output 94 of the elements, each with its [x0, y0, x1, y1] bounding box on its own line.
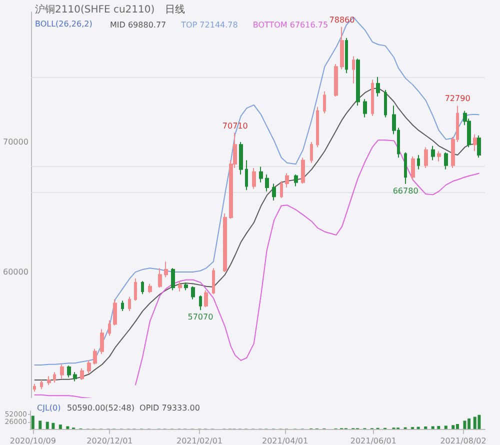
candlestick	[285, 172, 289, 188]
candlestick	[40, 379, 43, 390]
candlestick	[171, 268, 175, 291]
bar	[52, 422, 55, 429]
candlestick	[265, 174, 269, 192]
candlestick	[47, 376, 51, 386]
bar	[31, 416, 34, 429]
line-series	[34, 88, 476, 380]
candlestick	[100, 328, 104, 354]
candlestick	[363, 98, 367, 118]
bar	[452, 425, 455, 429]
candlestick	[108, 320, 111, 336]
candlestick	[252, 168, 256, 190]
x-tick-label: 2021/02/01	[176, 436, 223, 445]
candlestick	[272, 183, 276, 202]
candlestick	[259, 166, 263, 183]
bar	[456, 424, 459, 429]
candlestick	[345, 38, 348, 74]
candlestick	[53, 372, 56, 384]
candlestick	[199, 294, 202, 311]
text: BOTTOM 67616.75	[252, 20, 328, 30]
candlestick	[178, 280, 182, 292]
candlestick	[376, 76, 380, 98]
x-tick-label: 2021/04/01	[262, 436, 308, 445]
candlestick	[477, 135, 481, 158]
bar	[478, 414, 481, 429]
y-tick-label: 60000	[2, 268, 28, 277]
annotation: 72790	[444, 94, 470, 104]
legend-title: BOLL(26,26,2)	[35, 20, 92, 28]
candlestick	[73, 372, 77, 382]
text: MID 69880.77	[110, 20, 166, 30]
candlestick	[80, 368, 84, 380]
candlestick	[384, 90, 387, 118]
candlestick	[316, 106, 319, 148]
candlestick	[87, 360, 91, 374]
x-tick-label: 2021/06/01	[350, 436, 396, 445]
candlestick	[113, 298, 117, 326]
candlestick	[184, 282, 188, 291]
candlestick	[223, 213, 227, 273]
chart-title: CJL(0)	[37, 404, 61, 412]
candlestick	[33, 383, 36, 392]
bar	[431, 426, 434, 429]
candlestick	[60, 364, 64, 380]
candlestick	[128, 296, 131, 312]
candlestick	[340, 26, 344, 70]
candlestick	[437, 150, 441, 162]
candlestick	[245, 160, 248, 191]
x-tick-label: 2020/10/09	[10, 436, 56, 445]
bar	[46, 422, 49, 429]
annotation: 57070	[188, 312, 214, 322]
candlestick	[417, 154, 420, 170]
candlestick	[404, 152, 407, 184]
x-tick-label: 2021/08/02	[440, 436, 486, 445]
candlestick	[148, 283, 152, 294]
candlestick	[431, 145, 435, 161]
bar	[437, 426, 440, 429]
bar	[38, 420, 42, 429]
text: TOP 72144.78	[180, 20, 238, 30]
y-tick-label: 70000	[2, 138, 28, 147]
candlestick	[356, 58, 360, 106]
candlestick	[93, 348, 97, 365]
chart-subtitle: 日线	[165, 4, 185, 16]
candlestick	[294, 174, 298, 187]
candlestick	[424, 146, 428, 169]
candlestick	[473, 134, 477, 152]
candlestick	[134, 278, 137, 302]
x-tick-label: 2020/12/01	[86, 436, 133, 445]
candlestick	[204, 290, 208, 308]
candlestick	[67, 365, 71, 378]
candlestick	[212, 268, 215, 295]
candlestick	[158, 268, 162, 288]
chart-subtitle: 50590.00(52:48) OPID 79333.00	[67, 404, 200, 412]
candlestick	[239, 142, 243, 176]
line-series	[34, 16, 480, 366]
candlestick	[191, 286, 195, 300]
candlestick	[141, 280, 144, 295]
candlestick	[411, 156, 415, 180]
bar	[463, 420, 466, 429]
candlestick	[164, 261, 168, 278]
candlestick	[352, 56, 355, 84]
candlestick	[444, 152, 448, 170]
bar	[444, 426, 448, 429]
candlestick	[280, 180, 283, 198]
candlestick	[310, 142, 313, 164]
annotation: 66780	[392, 186, 418, 196]
bar	[58, 424, 62, 429]
candlestick	[121, 300, 124, 312]
bar	[66, 426, 70, 429]
candlestick	[301, 157, 305, 184]
candlestick	[371, 79, 374, 117]
candlestick	[334, 64, 338, 98]
bar	[473, 416, 476, 429]
chart-title: 沪铜2110(SHFE cu2110)	[35, 4, 155, 16]
candlestick	[323, 90, 326, 114]
